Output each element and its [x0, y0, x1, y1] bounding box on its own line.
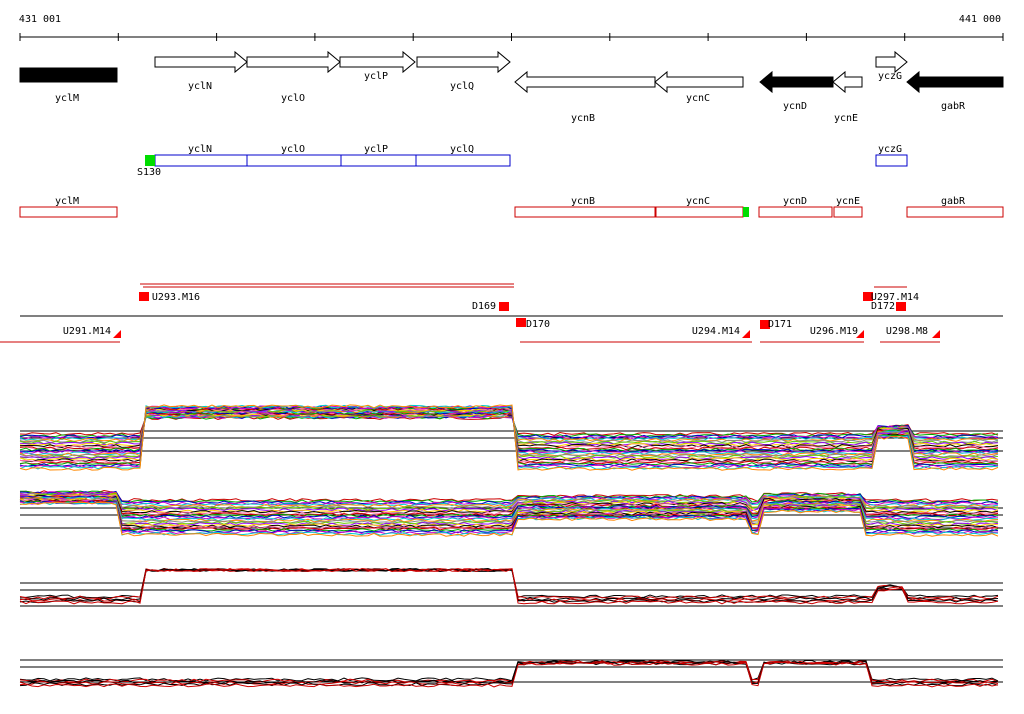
ruler-end: 441 000 [959, 14, 1001, 25]
segment-flag [932, 330, 940, 338]
trace [19, 493, 999, 513]
segment-label: U293.M16 [152, 292, 200, 303]
gene-arrow [416, 50, 511, 74]
gene-arrow [514, 70, 656, 94]
gene-arrow [832, 70, 863, 94]
marker-label: S130 [137, 167, 161, 178]
red-box [906, 206, 1004, 218]
red-box-label: ycnC [686, 196, 710, 207]
trace [19, 498, 999, 527]
segment-label: U298.M8 [886, 326, 928, 337]
red-box [514, 206, 656, 218]
segment-block [499, 302, 509, 311]
gene-label: ycnD [783, 101, 807, 112]
blue-box-label: yczG [878, 144, 902, 155]
blue-box-label: yclN [188, 144, 212, 155]
segment-label: D170 [526, 319, 550, 330]
trace [19, 499, 999, 530]
gene-label: ycnE [834, 113, 858, 124]
gene-label: yclM [55, 93, 79, 104]
red-box-label: gabR [941, 196, 966, 207]
red-box-label: yclM [55, 196, 79, 207]
red-box [833, 206, 863, 218]
segment-label: U296.M19 [810, 326, 858, 337]
trace [19, 567, 999, 600]
marker-box [145, 155, 155, 166]
trace [19, 415, 999, 439]
trace [19, 660, 999, 684]
gene-arrow [906, 70, 1004, 94]
blue-box [246, 154, 342, 167]
segment-label: U294.M14 [692, 326, 740, 337]
trace [19, 412, 999, 446]
segment-flag [856, 330, 864, 338]
segment-flag [742, 330, 750, 338]
trace [19, 499, 999, 531]
segment-label: D169 [472, 301, 496, 312]
segment-block [516, 318, 526, 327]
red-box [758, 206, 833, 218]
trace [19, 414, 999, 440]
red-box-label: ycnD [783, 196, 807, 207]
trace [19, 491, 999, 506]
trace [19, 406, 999, 464]
blue-box-label: yclP [364, 144, 388, 155]
blue-box [875, 154, 908, 167]
gene-arrow [246, 50, 341, 74]
segment-block [760, 320, 770, 329]
trace [19, 416, 999, 437]
gene-label: yclN [188, 81, 212, 92]
gene-label: yclQ [450, 81, 474, 92]
trace [19, 567, 999, 605]
gene-label: ycnC [686, 93, 710, 104]
trace [19, 567, 999, 604]
segment-block [896, 302, 906, 311]
ruler-start: 431 001 [19, 14, 61, 25]
gene-label: yclO [281, 93, 305, 104]
gene-label: gabR [941, 101, 966, 112]
gene-arrow [759, 70, 834, 94]
segment-label: U291.M14 [63, 326, 111, 337]
gene-arrow [339, 50, 416, 74]
trace [19, 501, 999, 537]
blue-box [415, 154, 511, 167]
trace [19, 404, 999, 470]
trace [19, 661, 999, 686]
red-box [19, 206, 118, 218]
gene-arrow [654, 70, 744, 94]
gene-arrow [154, 50, 248, 74]
trace [19, 500, 999, 534]
gene-label: yczG [878, 71, 902, 82]
trace [19, 500, 999, 535]
gene-label: ycnB [571, 113, 595, 124]
segment-label: U297.M14 [871, 292, 919, 303]
trace [19, 404, 999, 471]
segment-flag [113, 330, 121, 338]
trace [19, 497, 999, 524]
blue-box [340, 154, 417, 167]
segment-block [863, 292, 873, 301]
trace [19, 414, 999, 441]
trace [19, 489, 999, 503]
red-box-label: ycnE [836, 196, 860, 207]
blue-box-label: yclQ [450, 144, 474, 155]
gene-arrow [875, 50, 908, 74]
trace [19, 661, 999, 688]
segment-label: D172 [871, 301, 895, 312]
red-box [655, 206, 744, 218]
segment-block [139, 292, 149, 301]
marker-box [743, 207, 749, 217]
blue-box-label: yclO [281, 144, 305, 155]
red-box-label: ycnB [571, 196, 595, 207]
blue-box [154, 154, 248, 167]
gene-arrow [19, 67, 118, 83]
gene-label: yclP [364, 71, 388, 82]
trace [19, 496, 999, 522]
segment-label: D171 [768, 319, 792, 330]
